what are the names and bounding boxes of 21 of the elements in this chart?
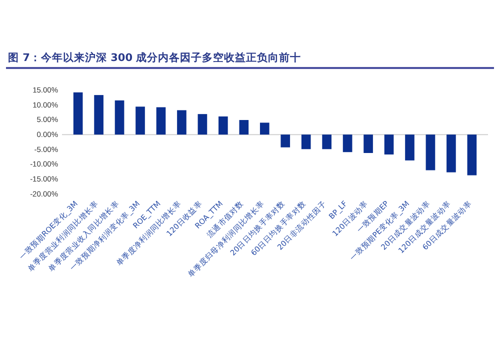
bar: [114, 100, 124, 135]
bar: [218, 116, 228, 135]
bar: [405, 134, 414, 160]
bar: [384, 134, 394, 154]
bar: [136, 106, 145, 135]
bar: [156, 107, 166, 135]
bar: [260, 122, 270, 135]
bar: [239, 120, 249, 135]
bar: [426, 134, 436, 170]
bar: [280, 134, 290, 148]
bar: [364, 134, 373, 153]
bar: [198, 114, 208, 135]
bar: [301, 134, 311, 150]
bar: [73, 92, 83, 135]
bar: [467, 134, 477, 176]
bar: [446, 134, 456, 172]
bar: [94, 95, 104, 135]
bar: [177, 110, 186, 135]
bar: [322, 134, 332, 150]
bar: [342, 134, 352, 152]
chart-title: 图 7：今年以来沪深 300 成分内各因子多空收益正负向前十: [8, 51, 302, 64]
